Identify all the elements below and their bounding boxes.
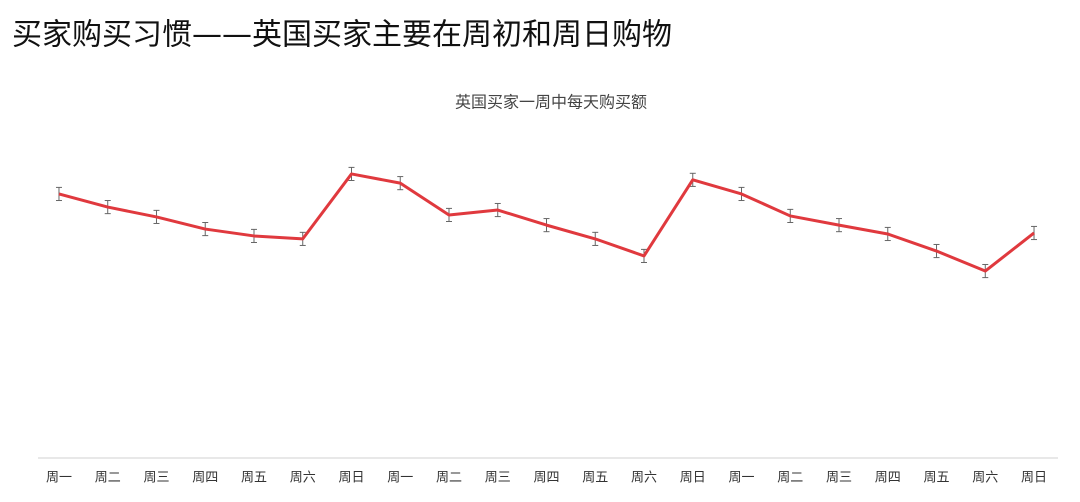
x-tick-label: 周一: [729, 471, 755, 486]
x-tick-label: 周五: [582, 471, 608, 486]
page-title: 买家购买习惯——英国买家主要在周初和周日购物: [12, 18, 672, 53]
x-tick-label: 周一: [387, 471, 413, 486]
x-tick-label: 周四: [192, 471, 218, 486]
x-tick-label: 周日: [338, 471, 364, 486]
chart-title: 英国买家一周中每天购买额: [455, 93, 647, 112]
x-tick-label: 周二: [95, 471, 121, 486]
x-tick-label: 周日: [680, 471, 706, 486]
x-tick-label: 周一: [46, 471, 72, 486]
x-tick-label: 周三: [826, 471, 852, 486]
x-tick-label: 周四: [875, 471, 901, 486]
x-tick-label: 周三: [485, 471, 511, 486]
x-tick-label: 周五: [924, 471, 950, 486]
x-tick-label: 周二: [777, 471, 803, 486]
x-tick-label: 周日: [1021, 471, 1047, 486]
error-bar: [55, 186, 62, 202]
x-tick-label: 周六: [631, 471, 657, 486]
x-tick-label: 周三: [143, 471, 169, 486]
x-tick-label: 周二: [436, 471, 462, 486]
x-tick-label: 周六: [972, 471, 998, 486]
x-tick-label: 周五: [241, 471, 267, 486]
x-tick-label: 周六: [290, 471, 316, 486]
line: [58, 172, 1035, 273]
x-tick-label: 周四: [533, 471, 559, 486]
